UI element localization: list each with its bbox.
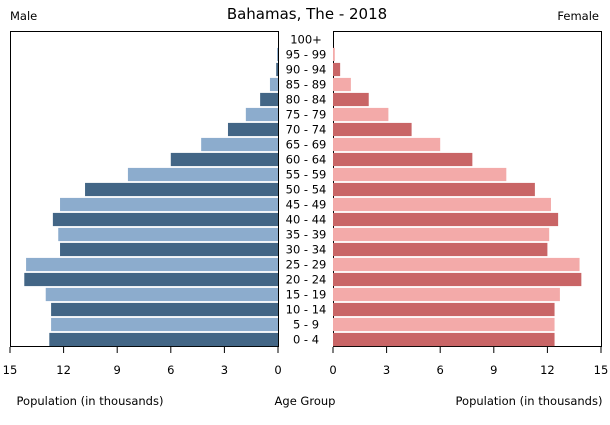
x-axis-title-center: Age Group xyxy=(275,394,336,408)
x-axis-title-right: Population (in thousands) xyxy=(456,394,603,408)
female-bar-45-49 xyxy=(333,197,551,212)
x-tick-label-left: 3 xyxy=(221,363,228,377)
x-tick-label-right: 15 xyxy=(594,363,609,377)
x-tick-label-right: 3 xyxy=(383,363,390,377)
male-bar-30-34 xyxy=(60,242,278,257)
female-bar-90-94 xyxy=(333,62,341,77)
female-bar-15-19 xyxy=(333,287,560,302)
age-group-label: 0 - 4 xyxy=(293,333,319,347)
x-tick-label-right: 0 xyxy=(329,363,336,377)
age-group-label: 30 - 34 xyxy=(286,243,327,257)
age-group-label: 70 - 74 xyxy=(286,123,327,137)
male-plot-frame xyxy=(10,31,279,347)
x-tick-label-right: 6 xyxy=(437,363,444,377)
age-group-label: 80 - 84 xyxy=(286,93,327,107)
x-axis-ticks: 15 12 9 6 3 0 0 3 6 9 12 15 xyxy=(3,347,609,377)
x-tick-label-left: 9 xyxy=(114,363,121,377)
age-group-label: 60 - 64 xyxy=(286,153,327,167)
male-bar-50-54 xyxy=(85,182,278,197)
female-bar-35-39 xyxy=(333,227,550,242)
age-group-label: 25 - 29 xyxy=(286,258,327,272)
x-tick-label-right: 12 xyxy=(540,363,555,377)
male-bar-80-84 xyxy=(260,92,278,107)
age-group-label: 50 - 54 xyxy=(286,183,327,197)
x-tick-label-left: 0 xyxy=(274,363,281,377)
age-group-label: 95 - 99 xyxy=(286,48,327,62)
age-group-label: 65 - 69 xyxy=(286,138,327,152)
female-bar-0-4 xyxy=(333,332,555,347)
female-bar-30-34 xyxy=(333,242,548,257)
female-bar-5-9 xyxy=(333,317,555,332)
female-bars xyxy=(333,47,582,347)
age-group-label: 40 - 44 xyxy=(286,213,327,227)
chart-title: Bahamas, The - 2018 xyxy=(227,5,387,23)
male-bar-70-74 xyxy=(227,122,278,137)
female-bar-80-84 xyxy=(333,92,369,107)
male-bar-65-69 xyxy=(201,137,278,152)
male-bars xyxy=(24,47,279,347)
age-group-label: 85 - 89 xyxy=(286,78,327,92)
male-bar-55-59 xyxy=(127,167,278,182)
female-bar-70-74 xyxy=(333,122,412,137)
male-bar-15-19 xyxy=(45,287,279,302)
x-tick-label-left: 15 xyxy=(3,363,18,377)
age-group-label: 55 - 59 xyxy=(286,168,327,182)
male-bar-5-9 xyxy=(51,317,279,332)
age-group-label: 5 - 9 xyxy=(293,318,319,332)
x-tick-label-left: 6 xyxy=(167,363,174,377)
male-bar-75-79 xyxy=(245,107,278,122)
age-group-label: 20 - 24 xyxy=(286,273,327,287)
age-group-label: 45 - 49 xyxy=(286,198,327,212)
age-group-label: 100+ xyxy=(290,33,322,47)
male-bar-40-44 xyxy=(52,212,278,227)
male-bar-60-64 xyxy=(170,152,278,167)
male-bar-35-39 xyxy=(58,227,278,242)
x-axis-title-left: Population (in thousands) xyxy=(17,394,164,408)
female-bar-40-44 xyxy=(333,212,559,227)
female-bar-95-99 xyxy=(333,47,335,62)
male-bar-95-99 xyxy=(277,47,278,62)
male-bar-10-14 xyxy=(51,302,279,317)
female-bar-85-89 xyxy=(333,77,351,92)
age-group-label: 90 - 94 xyxy=(286,63,327,77)
age-group-label: 35 - 39 xyxy=(286,228,327,242)
male-bar-85-89 xyxy=(269,77,278,92)
female-bar-55-59 xyxy=(333,167,507,182)
male-bar-90-94 xyxy=(276,62,278,77)
female-label: Female xyxy=(557,9,599,23)
age-group-label: 75 - 79 xyxy=(286,108,327,122)
female-bar-10-14 xyxy=(333,302,555,317)
male-bar-45-49 xyxy=(60,197,278,212)
female-bar-25-29 xyxy=(333,257,580,272)
female-bar-20-24 xyxy=(333,272,582,287)
female-bar-65-69 xyxy=(333,137,441,152)
male-bar-0-4 xyxy=(49,332,279,347)
x-tick-label-left: 12 xyxy=(56,363,71,377)
female-bar-75-79 xyxy=(333,107,389,122)
x-tick-label-right: 9 xyxy=(490,363,497,377)
female-bar-60-64 xyxy=(333,152,473,167)
age-group-label: 10 - 14 xyxy=(286,303,327,317)
male-bar-25-29 xyxy=(26,257,278,272)
male-label: Male xyxy=(10,9,37,23)
age-group-label: 15 - 19 xyxy=(286,288,327,302)
female-bar-50-54 xyxy=(333,182,535,197)
male-bar-20-24 xyxy=(24,272,278,287)
